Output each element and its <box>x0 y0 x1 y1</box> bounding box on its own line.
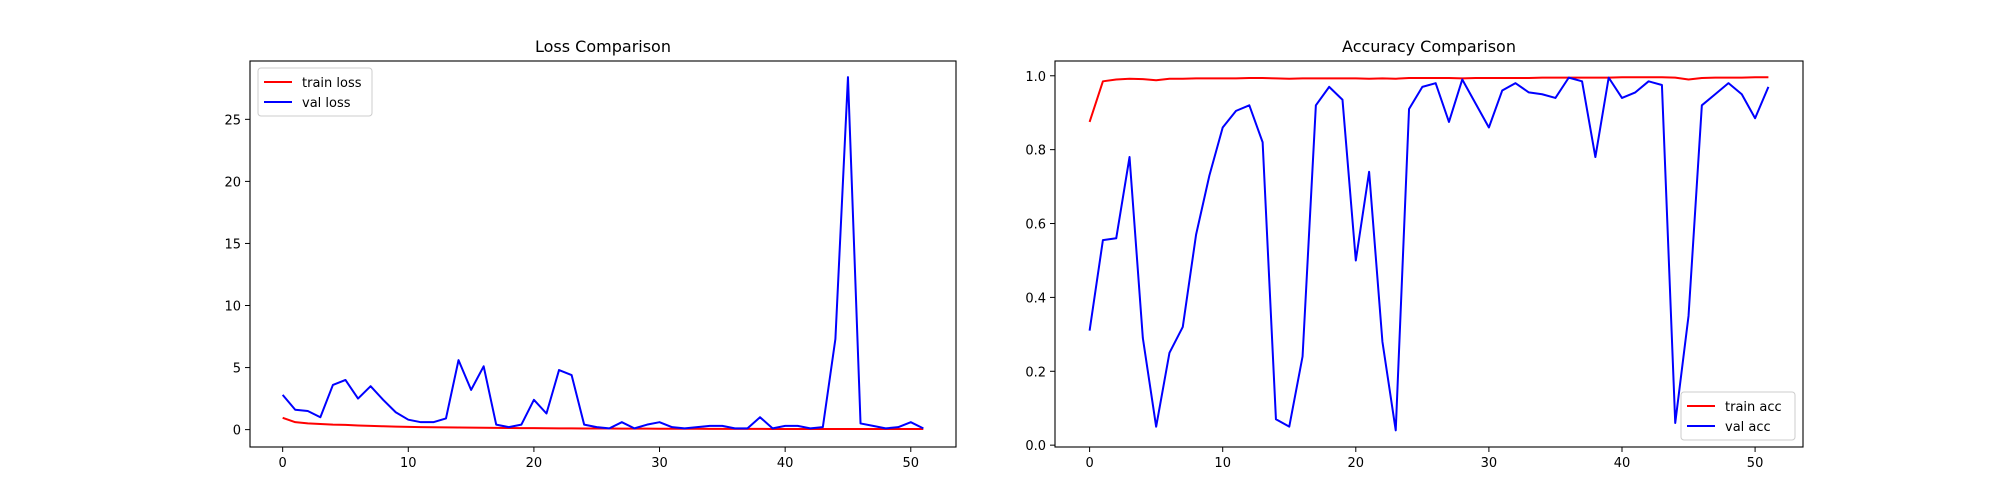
accuracy-legend-label: val acc <box>1725 420 1771 435</box>
loss-y-tick-label: 20 <box>224 175 241 190</box>
accuracy-legend-label: train acc <box>1725 400 1782 415</box>
accuracy-series-val-acc-line <box>1088 76 1770 432</box>
loss-x-tick-label: 10 <box>400 456 417 471</box>
accuracy-series-train-acc-line <box>1088 76 1769 123</box>
accuracy-legend: train acc val acc <box>1680 391 1796 441</box>
accuracy-chart: Accuracy Comparison 0 10 20 30 40 50 0.0 0.2 0.4 0… <box>1025 37 1804 471</box>
loss-y-tick-label: 15 <box>224 237 241 252</box>
accuracy-y-tick-label: 1.0 <box>1025 70 1046 85</box>
accuracy-y-tick-label: 0.4 <box>1025 291 1046 306</box>
loss-legend-box <box>257 67 373 117</box>
loss-x-tick-label: 30 <box>651 456 668 471</box>
loss-legend-label: train loss <box>302 76 362 91</box>
accuracy-x-tick-label: 40 <box>1614 456 1631 471</box>
loss-y-tick-label: 5 <box>233 362 241 377</box>
accuracy-y-tick-label: 0.0 <box>1025 439 1046 454</box>
accuracy-plot-frame <box>1054 60 1804 448</box>
loss-x-tick-label: 20 <box>526 456 543 471</box>
accuracy-x-tick-label: 0 <box>1085 456 1093 471</box>
accuracy-x-tick-label: 50 <box>1747 456 1764 471</box>
accuracy-y-tick-label: 0.8 <box>1025 144 1046 159</box>
accuracy-x-tick-label: 20 <box>1348 456 1365 471</box>
loss-chart: Loss Comparison 0 10 20 30 40 50 0 5 10 15 20 25 trai… <box>224 37 957 471</box>
loss-y-tick-label: 0 <box>233 424 241 439</box>
accuracy-x-tick-label: 10 <box>1214 456 1231 471</box>
loss-plot-frame <box>249 60 957 448</box>
loss-legend: train loss val loss <box>257 67 373 117</box>
loss-x-tick-label: 0 <box>279 456 287 471</box>
loss-chart-title: Loss Comparison <box>535 37 671 56</box>
accuracy-y-tick-label: 0.6 <box>1025 218 1046 233</box>
loss-series-val-loss-line <box>281 76 924 430</box>
loss-legend-label: val loss <box>302 96 351 111</box>
loss-y-tick-label: 25 <box>224 113 241 128</box>
loss-x-tick-label: 50 <box>903 456 920 471</box>
loss-x-tick-label: 40 <box>777 456 794 471</box>
accuracy-chart-title: Accuracy Comparison <box>1342 37 1516 56</box>
accuracy-y-tick-label: 0.2 <box>1025 365 1046 380</box>
accuracy-x-tick-label: 30 <box>1481 456 1498 471</box>
accuracy-legend-box <box>1680 391 1796 441</box>
loss-y-tick-label: 10 <box>224 300 241 315</box>
